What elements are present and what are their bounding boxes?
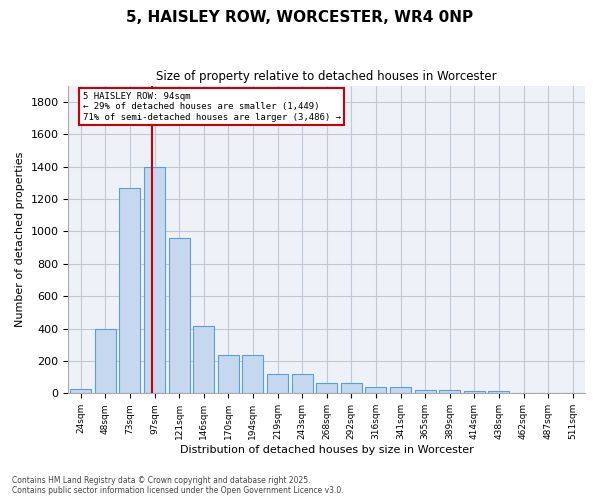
Bar: [119, 188, 140, 394]
Bar: [267, 374, 288, 394]
Bar: [193, 326, 214, 394]
Y-axis label: Number of detached properties: Number of detached properties: [15, 152, 25, 327]
Bar: [144, 166, 165, 394]
Bar: [464, 392, 485, 394]
Bar: [169, 238, 190, 394]
Bar: [341, 383, 362, 394]
Bar: [292, 374, 313, 394]
Bar: [439, 390, 460, 394]
Text: 5 HAISLEY ROW: 94sqm
← 29% of detached houses are smaller (1,449)
71% of semi-de: 5 HAISLEY ROW: 94sqm ← 29% of detached h…: [83, 92, 341, 122]
Title: Size of property relative to detached houses in Worcester: Size of property relative to detached ho…: [157, 70, 497, 83]
X-axis label: Distribution of detached houses by size in Worcester: Distribution of detached houses by size …: [180, 445, 473, 455]
Bar: [415, 390, 436, 394]
Bar: [242, 356, 263, 394]
Text: Contains HM Land Registry data © Crown copyright and database right 2025.
Contai: Contains HM Land Registry data © Crown c…: [12, 476, 344, 495]
Bar: [365, 386, 386, 394]
Bar: [95, 328, 116, 394]
Bar: [316, 383, 337, 394]
Bar: [70, 390, 91, 394]
Bar: [488, 392, 509, 394]
Bar: [218, 356, 239, 394]
Bar: [390, 386, 411, 394]
Text: 5, HAISLEY ROW, WORCESTER, WR4 0NP: 5, HAISLEY ROW, WORCESTER, WR4 0NP: [127, 10, 473, 25]
